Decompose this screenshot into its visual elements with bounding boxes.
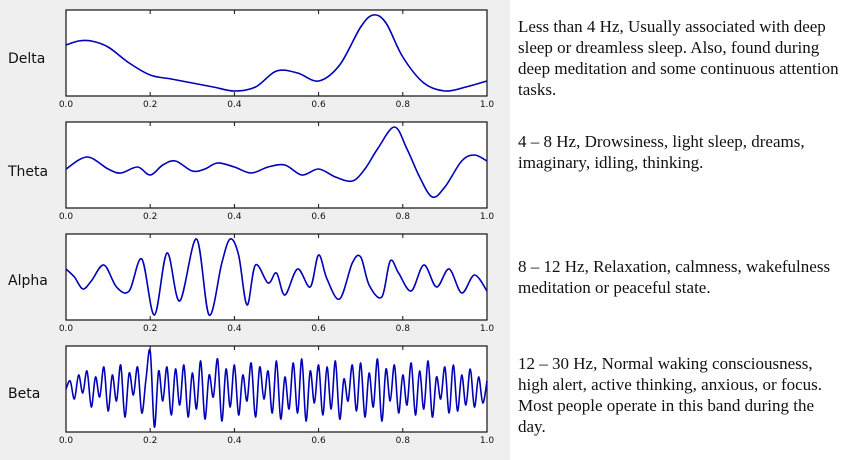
description-beta: 12 – 30 Hz, Normal waking consciousness,… — [518, 354, 823, 436]
x-tick-label-theta: 0.6 — [311, 212, 326, 222]
series-line-beta — [65, 348, 488, 428]
series-line-alpha — [65, 238, 488, 316]
x-tick-label-theta: 0.8 — [396, 212, 411, 222]
description-alpha: 8 – 12 Hz, Relaxation, calmness, wakeful… — [518, 257, 831, 297]
chart-theta: 0.0 0.2 0.4 0.6 0.8 1.0 — [59, 121, 495, 222]
x-tick-label-theta: 0.0 — [59, 212, 74, 222]
plot-area-delta — [65, 9, 488, 97]
chart-alpha: 0.0 0.2 0.4 0.6 0.8 1.0 — [59, 233, 495, 334]
band-label-alpha: Alpha — [8, 273, 48, 289]
x-tick-label-delta: 0.8 — [396, 100, 411, 110]
band-label-beta: Beta — [8, 386, 41, 402]
band-label-delta: Delta — [8, 51, 46, 67]
x-tick-label-alpha: 0.2 — [143, 324, 157, 334]
band-label-theta: Theta — [8, 164, 49, 180]
plot-area-beta — [65, 345, 488, 433]
x-tick-label-delta: 1.0 — [480, 100, 495, 110]
x-tick-label-delta: 0.6 — [311, 100, 326, 110]
x-tick-label-alpha: 0.6 — [311, 324, 326, 334]
x-tick-label-alpha: 0.4 — [227, 324, 242, 334]
series-line-theta — [65, 126, 488, 199]
x-tick-label-theta: 1.0 — [480, 212, 495, 222]
descriptions-panel — [510, 0, 850, 460]
chart-delta: 0.0 0.2 0.4 0.6 0.8 1.0 — [59, 9, 495, 110]
brainwave-charts: 0.0 0.2 0.4 0.6 0.8 1.00.0 0.2 0.4 0.6 0.8 1.00.0 0… — [59, 9, 495, 446]
x-tick-label-beta: 0.2 — [143, 436, 157, 446]
chart-beta: 0.0 0.2 0.4 0.6 0.8 1.0 — [59, 345, 495, 446]
x-tick-label-beta: 1.0 — [480, 436, 495, 446]
x-tick-label-alpha: 0.0 — [59, 324, 74, 334]
x-tick-label-beta: 0.8 — [396, 436, 411, 446]
plot-area-alpha — [65, 233, 488, 321]
series-line-delta — [65, 14, 488, 92]
x-tick-label-delta: 0.4 — [227, 100, 242, 110]
x-tick-label-delta: 0.2 — [143, 100, 157, 110]
x-tick-label-theta: 0.4 — [227, 212, 242, 222]
x-tick-label-alpha: 1.0 — [480, 324, 495, 334]
x-tick-label-beta: 0.6 — [311, 436, 326, 446]
description-delta: Less than 4 Hz, Usually associated with … — [518, 17, 839, 99]
x-tick-label-beta: 0.0 — [59, 436, 74, 446]
x-tick-label-beta: 0.4 — [227, 436, 242, 446]
x-tick-label-delta: 0.0 — [59, 100, 74, 110]
x-tick-label-alpha: 0.8 — [396, 324, 411, 334]
description-theta: 4 – 8 Hz, Drowsiness, light sleep, dream… — [518, 132, 805, 172]
x-tick-label-theta: 0.2 — [143, 212, 157, 222]
